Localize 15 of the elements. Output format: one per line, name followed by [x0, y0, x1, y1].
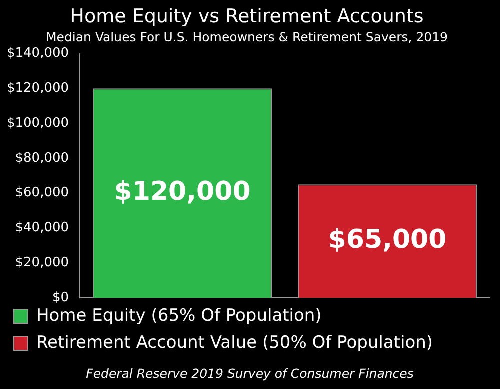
chart-title: Home Equity vs Retirement Accounts: [70, 5, 424, 28]
y-tick-label: $0: [52, 290, 70, 306]
text: Federal Reserve 2019 Survey of Consumer Finances: [86, 366, 414, 381]
data-label: $120,000: [114, 177, 251, 208]
legend-label: Home Equity (65% Of Population): [36, 306, 322, 326]
y-tick-label: $60,000: [15, 186, 70, 201]
y-tick-label: $120,000: [7, 81, 70, 96]
legend-label: Retirement Account Value (50% Of Population): [36, 332, 434, 353]
y-tick-label: $40,000: [15, 220, 70, 236]
y-tick-label: $100,000: [7, 116, 70, 131]
y-tick-label: $80,000: [15, 150, 70, 166]
chart-subtitle: Median Values For U.S. Homeowners & Retirement Savers, 2019: [46, 30, 448, 45]
y-tick-label: $140,000: [7, 46, 70, 62]
data-label: $65,000: [328, 225, 447, 256]
y-tick-label: $20,000: [15, 255, 70, 270]
